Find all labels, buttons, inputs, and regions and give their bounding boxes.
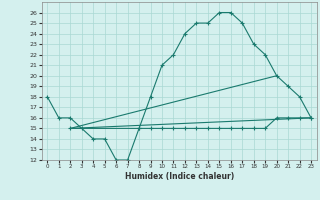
X-axis label: Humidex (Indice chaleur): Humidex (Indice chaleur) — [124, 172, 234, 181]
